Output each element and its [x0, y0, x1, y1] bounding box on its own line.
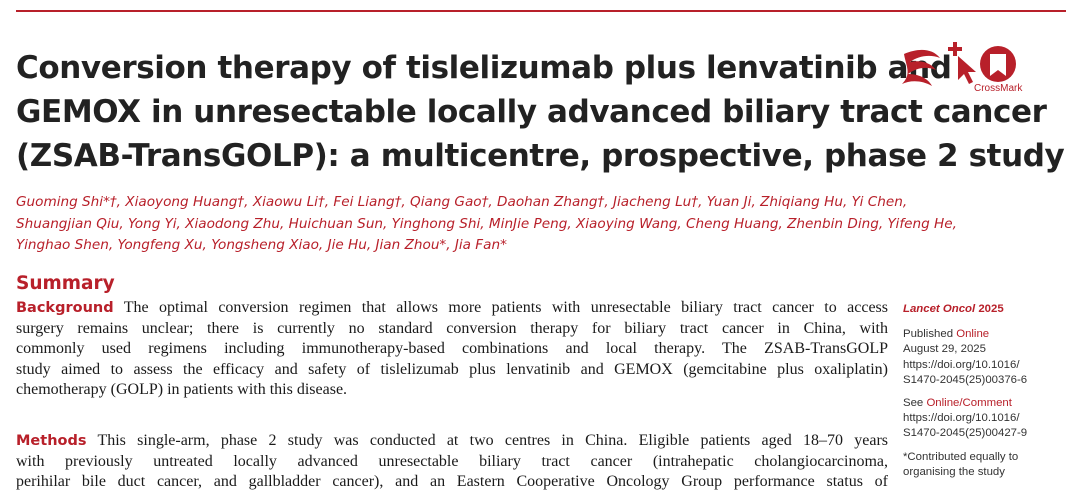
doi-link-1b[interactable]: S1470-2045(25)00376-6 — [903, 373, 1028, 386]
published-online-link[interactable]: Online — [956, 328, 990, 341]
footnote-line-2: organising the study — [903, 465, 1005, 478]
title-line-1: Conversion therapy of tislelizumab plus … — [16, 50, 952, 86]
background-line-4: study aimed to assess the efficacy and s… — [16, 360, 888, 378]
background-keyword: Background — [16, 300, 114, 316]
methods-line-3: perihilar bile duct cancer, and gallblad… — [16, 473, 888, 491]
doi-link-1a[interactable]: https://doi.org/10.1016/ — [903, 358, 1020, 371]
cursor-icon — [958, 56, 976, 84]
see-also: See Online/Comment https://doi.org/10.10… — [903, 396, 1078, 442]
sidebar: Lancet Oncol 2025 Published Online Augus… — [903, 302, 1078, 488]
online-comment-link[interactable]: Online/Comment — [926, 397, 1012, 410]
author-line-3: Yinghao Shen, Yongfeng Xu, Yongsheng Xia… — [16, 237, 507, 253]
published-info: Published Online August 29, 2025 https:/… — [903, 327, 1078, 388]
summary-heading: Summary — [16, 273, 115, 294]
swoosh-icon — [902, 49, 940, 86]
background-paragraph: Background The optimal conversion regime… — [16, 298, 888, 401]
title-line-2: GEMOX in unresectable locally advanced b… — [16, 94, 1047, 130]
journal-citation: Lancet Oncol 2025 — [903, 303, 1004, 315]
crossmark-label[interactable]: CrossMark — [974, 83, 1023, 94]
article-title: Conversion therapy of tislelizumab plus … — [16, 46, 1065, 178]
methods-line-2: with previously untreated locally advanc… — [16, 452, 888, 470]
author-list: Guoming Shi*†, Xiaoyong Huang†, Xiaowu L… — [16, 192, 957, 257]
background-line-3: commonly used regimens including immunot… — [16, 340, 888, 358]
background-line-5: chemotherapy (GOLP) in patients with thi… — [16, 381, 348, 399]
title-line-3: (ZSAB-TransGOLP): a multicentre, prospec… — [16, 138, 1065, 174]
footnote: *Contributed equally to organising the s… — [903, 450, 1078, 480]
methods-line-1: This single-arm, phase 2 study was condu… — [86, 432, 888, 449]
background-line-1: The optimal conversion regimen that allo… — [113, 299, 888, 316]
author-line-1: Guoming Shi*†, Xiaoyong Huang†, Xiaowu L… — [16, 194, 908, 210]
crossmark-icon[interactable] — [898, 40, 1023, 100]
top-rule — [16, 10, 1066, 12]
methods-keyword: Methods — [16, 433, 87, 449]
background-line-2: surgery remains unclear; there is curren… — [16, 319, 888, 337]
author-line-2: Shuangjian Qiu, Yong Yi, Xiaodong Zhu, H… — [16, 215, 957, 232]
doi-link-2a[interactable]: https://doi.org/10.1016/ — [903, 412, 1020, 425]
methods-paragraph: Methods This single-arm, phase 2 study w… — [16, 431, 888, 493]
published-date: August 29, 2025 — [903, 343, 986, 356]
footnote-line-1: *Contributed equally to — [903, 450, 1019, 463]
doi-link-2b[interactable]: S1470-2045(25)00427-9 — [903, 427, 1028, 440]
